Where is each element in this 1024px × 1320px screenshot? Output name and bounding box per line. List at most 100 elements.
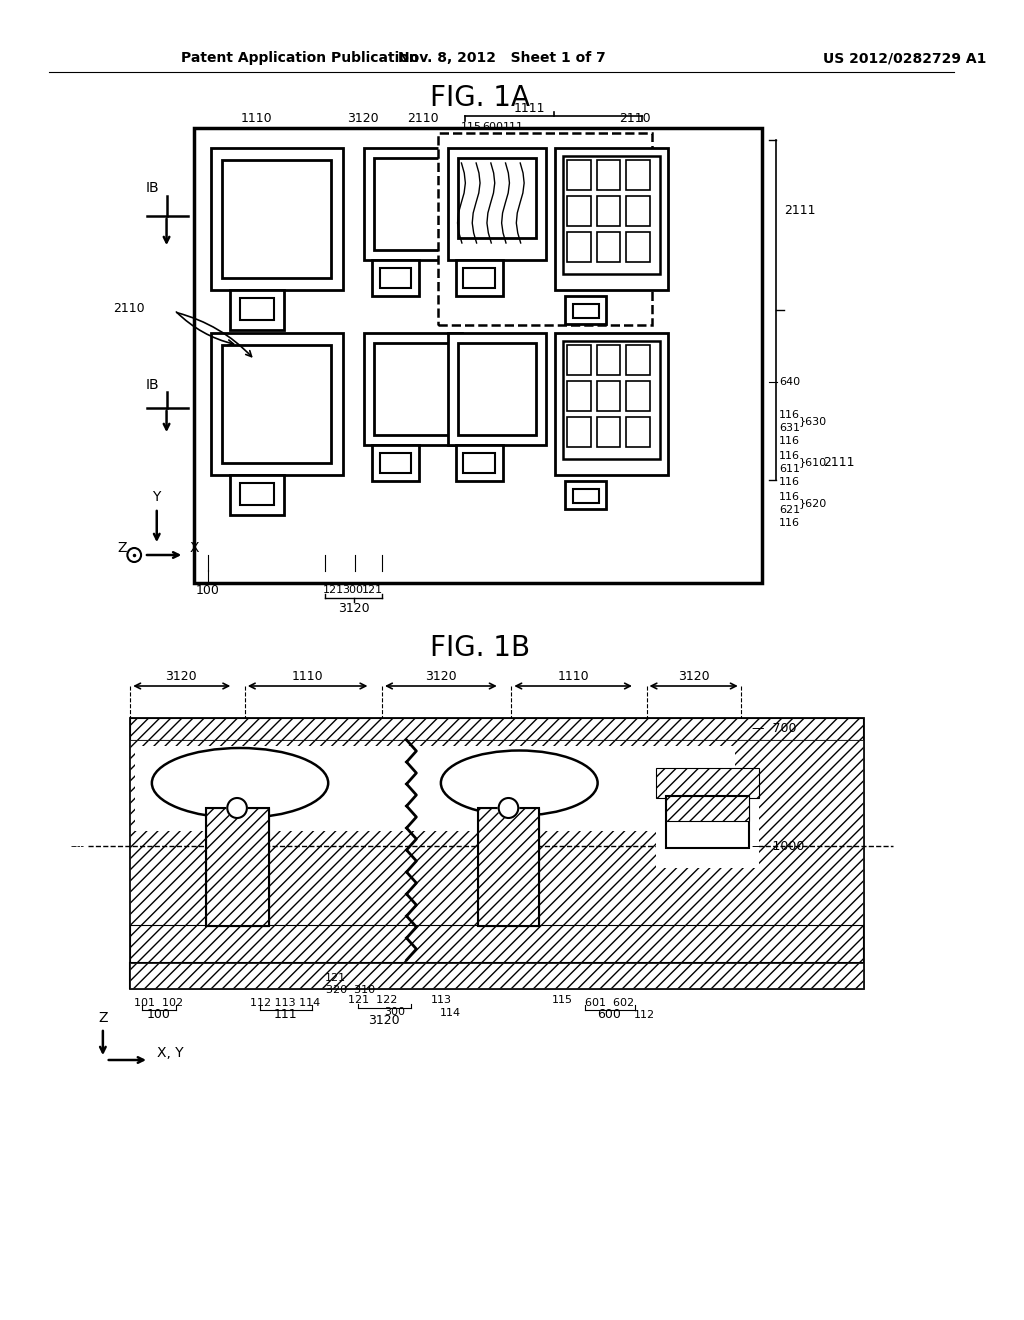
Text: 611: 611	[779, 465, 800, 474]
Bar	[478, 808, 539, 927]
Bar	[206, 808, 269, 927]
Ellipse shape	[152, 748, 329, 818]
Text: 115: 115	[552, 995, 572, 1005]
Bar	[374, 343, 453, 436]
Bar	[230, 475, 284, 515]
Bar	[211, 333, 343, 475]
Text: 2110: 2110	[408, 111, 439, 124]
Bar	[565, 480, 606, 510]
Bar	[380, 453, 412, 473]
Text: 116: 116	[779, 451, 800, 461]
Text: 1110: 1110	[557, 669, 589, 682]
Bar	[464, 453, 495, 473]
Bar	[667, 796, 750, 847]
Bar	[555, 333, 669, 475]
Text: 2111: 2111	[823, 455, 854, 469]
Text: 631: 631	[779, 422, 800, 433]
Bar	[456, 260, 503, 296]
Bar	[597, 160, 621, 190]
Text: 600: 600	[597, 1008, 622, 1022]
Bar	[130, 964, 863, 987]
Text: 600: 600	[482, 121, 503, 132]
Text: Patent Application Publication: Patent Application Publication	[181, 51, 419, 65]
Bar	[206, 808, 269, 927]
Text: 111: 111	[273, 1008, 297, 1022]
Bar	[130, 741, 863, 925]
Bar	[194, 128, 762, 583]
Bar	[464, 268, 495, 288]
Text: FIG. 1A: FIG. 1A	[430, 84, 530, 112]
Text: 300: 300	[342, 585, 364, 595]
Text: 621: 621	[779, 506, 800, 515]
Bar	[373, 260, 419, 296]
Bar	[626, 195, 649, 226]
Bar	[567, 232, 591, 261]
Text: 2110: 2110	[620, 111, 650, 124]
Bar	[374, 158, 453, 249]
Text: 121  122: 121 122	[347, 995, 397, 1005]
Bar	[626, 417, 649, 447]
Text: 112: 112	[634, 1010, 655, 1020]
Bar	[597, 195, 621, 226]
Text: }610: }610	[799, 457, 826, 467]
Text: Nov. 8, 2012   Sheet 1 of 7: Nov. 8, 2012 Sheet 1 of 7	[397, 51, 605, 65]
Bar	[567, 381, 591, 411]
Text: X, Y: X, Y	[157, 1045, 183, 1060]
Text: 121: 121	[325, 973, 346, 983]
Bar	[626, 160, 649, 190]
Text: 3120: 3120	[347, 111, 378, 124]
Text: 2110: 2110	[114, 301, 145, 314]
Circle shape	[499, 799, 518, 818]
Bar	[240, 298, 274, 319]
Text: —  1000: — 1000	[753, 840, 805, 853]
Bar	[597, 345, 621, 375]
Text: 300: 300	[384, 1007, 406, 1016]
Text: 116: 116	[779, 411, 800, 420]
Text: 1111: 1111	[513, 102, 545, 115]
Text: 3120: 3120	[425, 669, 457, 682]
Text: 320  310: 320 310	[327, 985, 376, 995]
Text: 3120: 3120	[166, 669, 197, 682]
Text: 116: 116	[779, 492, 800, 502]
Bar	[447, 333, 546, 445]
Bar	[380, 268, 412, 288]
Bar	[563, 156, 660, 275]
Bar	[373, 445, 419, 480]
Text: 114: 114	[440, 1008, 461, 1018]
Text: 1110: 1110	[292, 669, 324, 682]
Text: 640: 640	[779, 378, 800, 387]
Text: X: X	[190, 541, 200, 554]
Text: —  700: — 700	[753, 722, 797, 735]
Bar	[573, 304, 599, 318]
Text: }630: }630	[799, 416, 826, 426]
Text: 3120: 3120	[369, 1014, 399, 1027]
Text: 2111: 2111	[783, 203, 815, 216]
Text: IB: IB	[146, 378, 160, 392]
Bar	[135, 746, 385, 832]
Text: 116: 116	[779, 517, 800, 528]
Bar	[565, 296, 606, 323]
Bar	[230, 290, 284, 330]
Ellipse shape	[441, 751, 598, 816]
Bar	[567, 160, 591, 190]
Bar	[567, 195, 591, 226]
Text: 1110: 1110	[241, 111, 272, 124]
Text: 601  602: 601 602	[585, 998, 634, 1008]
Text: IB: IB	[146, 181, 160, 195]
Bar	[573, 488, 599, 503]
Bar	[656, 768, 759, 869]
Text: FIG. 1B: FIG. 1B	[430, 634, 530, 663]
Text: 3120: 3120	[338, 602, 370, 615]
Bar	[130, 925, 863, 964]
Text: 3120: 3120	[678, 669, 710, 682]
Bar	[597, 232, 621, 261]
Bar	[567, 417, 591, 447]
Bar	[626, 381, 649, 411]
Bar	[240, 483, 274, 506]
Text: 100: 100	[196, 583, 219, 597]
Text: 116: 116	[779, 477, 800, 487]
Bar	[130, 964, 863, 987]
Bar	[365, 333, 463, 445]
Text: ----: ----	[71, 841, 84, 851]
Bar	[365, 148, 463, 260]
